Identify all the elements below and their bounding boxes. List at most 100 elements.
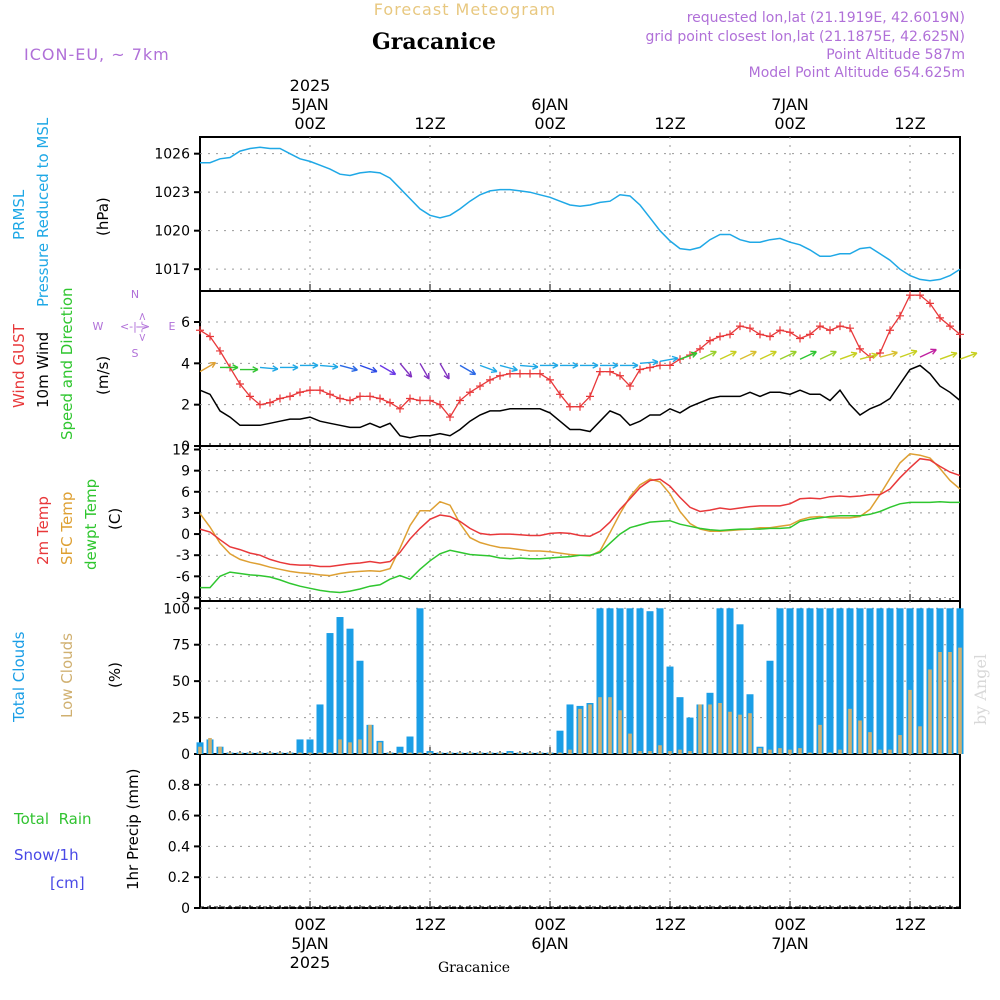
snow-label: Snow/1h xyxy=(14,846,79,864)
wind-arrow xyxy=(499,364,518,372)
low-clouds-bar xyxy=(838,749,842,754)
gust-point xyxy=(906,291,914,300)
snow-unit-label: [cm] xyxy=(50,874,85,892)
wind-arrow-head xyxy=(730,350,737,357)
gust-point xyxy=(526,369,534,378)
gust-point xyxy=(926,299,934,308)
total-clouds-bar xyxy=(626,608,634,754)
total-clouds-bar xyxy=(356,660,364,754)
gust-point xyxy=(246,392,254,401)
gust-point xyxy=(376,394,384,403)
low-clouds-bar xyxy=(298,752,302,754)
total-rain-label: Total Rain xyxy=(13,810,92,828)
wind-arrow xyxy=(659,355,679,363)
total-clouds-bar xyxy=(646,611,654,754)
time-label: 00Z xyxy=(774,114,805,133)
wind-arrow xyxy=(759,350,777,360)
y-tick-label: 0.4 xyxy=(168,839,190,855)
panel-side-labels: PRMSL Pressure Reduced to MSL (hPa) Wind… xyxy=(10,117,176,892)
total-clouds-bar xyxy=(306,739,314,754)
low-clouds-bar xyxy=(728,711,732,754)
gust-point xyxy=(256,400,264,409)
gust-point xyxy=(296,388,304,397)
low-clouds-bar xyxy=(868,732,872,754)
gust-point xyxy=(216,346,224,355)
total-clouds-bar xyxy=(596,608,604,754)
gust-point xyxy=(786,328,794,337)
grid-point-coords: grid point closest lon,lat (21.1875E, 42… xyxy=(645,29,965,45)
low-clouds-bar xyxy=(628,733,632,754)
low-clouds-bar xyxy=(348,742,352,754)
wind-arrow-head xyxy=(370,366,378,373)
y-tick-label: 12 xyxy=(172,443,190,459)
low-clouds-bar xyxy=(568,749,572,754)
low-clouds-bar xyxy=(478,752,482,754)
wind-arrow xyxy=(819,350,837,360)
y-tick-label: 0.2 xyxy=(168,870,190,886)
panel-frame-temperature xyxy=(199,445,961,602)
low-clouds-bar xyxy=(908,689,912,754)
gust-point xyxy=(936,313,944,322)
gust-point xyxy=(706,336,714,345)
wind-unit-label: (m/s) xyxy=(94,356,112,395)
wind-arrow-shaft xyxy=(199,361,216,373)
wind-arrow-shaft xyxy=(819,350,837,360)
low-clouds-bar xyxy=(768,749,772,754)
low-clouds-bar xyxy=(248,752,252,754)
gust-point xyxy=(636,365,644,374)
wind-arrow-shaft xyxy=(739,350,757,360)
wind-arrow xyxy=(939,351,958,360)
low-clouds-bar xyxy=(598,697,602,754)
y-tick-label: 1020 xyxy=(154,224,190,240)
y-tick-label: 1017 xyxy=(154,262,190,278)
gust-point xyxy=(716,332,724,341)
low-clouds-bar xyxy=(438,752,442,754)
time-label: 12Z xyxy=(654,114,685,133)
wind-arrow-head xyxy=(490,366,498,373)
gust-point xyxy=(576,402,584,411)
gust-point xyxy=(366,392,374,401)
y-tick-label: 0 xyxy=(181,901,190,917)
wind-arrow-shaft xyxy=(339,364,358,371)
gust-point xyxy=(506,369,514,378)
wind-arrow-head xyxy=(632,362,639,369)
low-clouds-bar xyxy=(548,752,552,754)
total-clouds-bar xyxy=(726,608,734,754)
total-clouds-bar xyxy=(766,660,774,754)
low-clouds-bar xyxy=(418,752,422,754)
wind-arrow xyxy=(739,350,757,360)
time-label: 12Z xyxy=(894,114,925,133)
low-clouds-bar xyxy=(668,751,672,754)
total-clouds-bar xyxy=(606,608,614,754)
requested-coords: requested lon,lat (21.1919E, 42.6019N) xyxy=(687,10,965,26)
gust-point xyxy=(386,398,394,407)
wind-arrow xyxy=(399,362,413,378)
gust-point xyxy=(426,396,434,405)
total-clouds-bar xyxy=(316,704,324,754)
low-clouds-bar xyxy=(278,752,282,754)
total-clouds-bar xyxy=(656,608,664,754)
wind-arrow xyxy=(199,361,217,373)
time-label: 00Z xyxy=(534,915,565,934)
wind-arrow-head xyxy=(871,352,878,360)
wind-arrow xyxy=(959,351,978,360)
wind-arrow-head xyxy=(930,348,937,355)
wind-arrow-shaft xyxy=(839,352,858,360)
low-clouds-bar xyxy=(508,752,512,754)
wind-arrow xyxy=(479,364,498,373)
low-clouds-bar xyxy=(948,652,952,754)
low-clouds-bar xyxy=(218,746,222,754)
low-clouds-bar xyxy=(458,752,462,754)
wind-arrow-head xyxy=(710,350,717,357)
wind-arrow-head xyxy=(332,363,339,370)
total-clouds-bar xyxy=(856,608,864,754)
total-clouds-bar xyxy=(396,746,404,754)
wind-arrow-head xyxy=(830,350,837,357)
compass-west: W xyxy=(93,320,104,333)
low-clouds-bar xyxy=(928,669,932,754)
total-clouds-bar xyxy=(836,608,844,754)
wind-arrow xyxy=(899,349,918,358)
